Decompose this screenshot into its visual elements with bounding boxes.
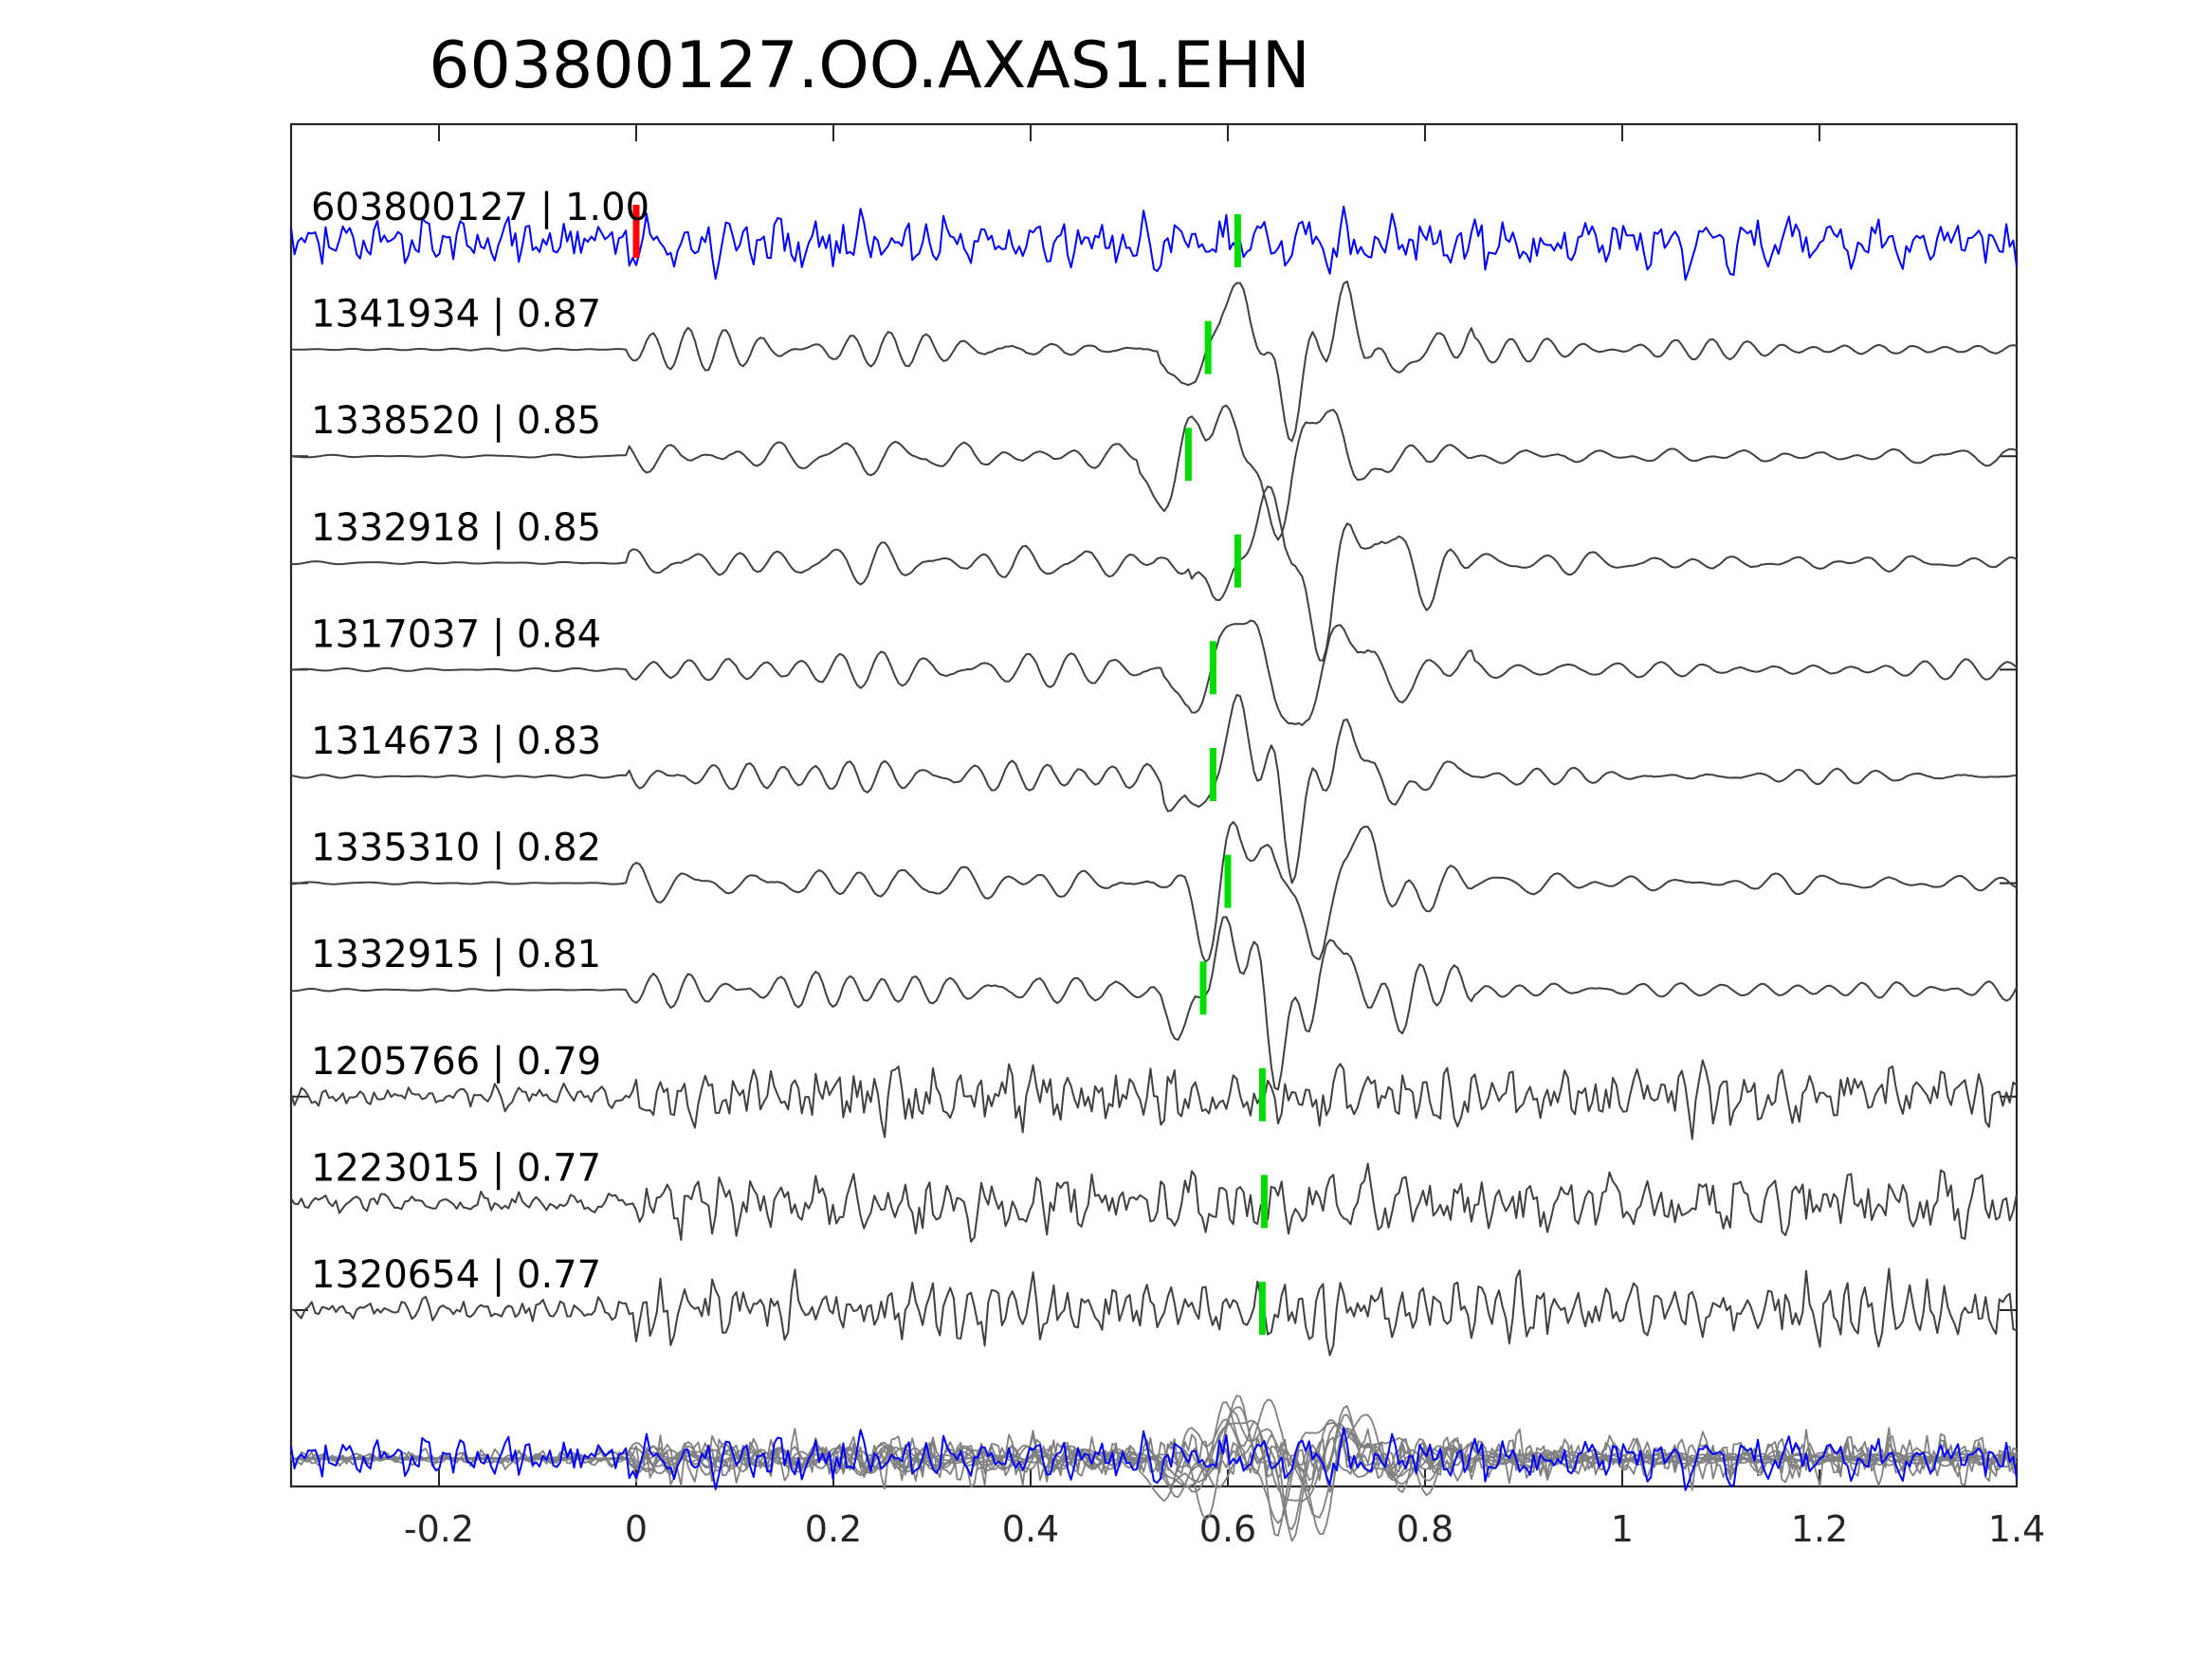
stacked-trace-1341934 bbox=[291, 1405, 2018, 1531]
stacked-trace-603800127 bbox=[290, 1427, 2018, 1491]
waveform-trace-1332918 bbox=[290, 485, 2018, 662]
x-tick-label: 1.2 bbox=[1791, 1508, 1848, 1550]
x-axis: -0.2 0 0.2 0.4 0.6 0.8 1 1.2 1.4 bbox=[404, 124, 2045, 1550]
x-tick-label: 0.4 bbox=[1002, 1508, 1059, 1550]
waveform-traces bbox=[290, 205, 2018, 1357]
x-tick-label: 0.2 bbox=[805, 1508, 862, 1550]
waveform-trace-1205766 bbox=[290, 1059, 2018, 1140]
chart-title: 603800127.OO.AXAS1.EHN bbox=[429, 28, 1310, 103]
trace-label: 1335310 | 0.82 bbox=[311, 827, 601, 870]
trace-label: 1317037 | 0.84 bbox=[311, 612, 601, 656]
trace-label: 1341934 | 0.87 bbox=[311, 293, 601, 337]
x-tick-label: 0 bbox=[625, 1508, 648, 1550]
x-tick-label: 0.6 bbox=[1199, 1508, 1256, 1550]
waveform-trace-1317037 bbox=[290, 619, 2018, 726]
waveform-trace-603800127 bbox=[290, 205, 2018, 282]
x-tick-label: 1 bbox=[1611, 1508, 1634, 1550]
x-tick-label: -0.2 bbox=[404, 1508, 474, 1550]
trace-labels: 603800127 | 1.00 1341934 | 0.87 1338520 | … bbox=[311, 186, 649, 1297]
x-tick-label: 0.8 bbox=[1397, 1508, 1453, 1550]
waveform-trace-1314673 bbox=[290, 694, 2018, 884]
waveform-trace-1341934 bbox=[290, 280, 2018, 443]
plot-area-frame bbox=[289, 122, 2019, 1488]
trace-label: 1314673 | 0.83 bbox=[311, 720, 601, 763]
waveform-trace-1338520 bbox=[290, 404, 2018, 541]
trace-label: 1332918 | 0.85 bbox=[311, 506, 601, 550]
x-tick-label: 1.4 bbox=[1988, 1508, 2045, 1550]
phase-picks bbox=[632, 205, 1268, 1335]
stacked-overlay-traces bbox=[290, 1395, 2018, 1542]
trace-label: 1223015 | 0.77 bbox=[311, 1146, 601, 1190]
waveform-trace-1223015 bbox=[290, 1162, 2018, 1243]
trace-label: 1320654 | 0.77 bbox=[311, 1253, 601, 1297]
stacked-trace-1314673 bbox=[290, 1395, 2018, 1542]
waveform-trace-1320654 bbox=[291, 1267, 2018, 1357]
trace-label: 1332915 | 0.81 bbox=[311, 933, 601, 976]
trace-label: 1205766 | 0.79 bbox=[311, 1040, 601, 1084]
stacked-trace-1335310 bbox=[290, 1410, 2018, 1521]
waveform-trace-1335310 bbox=[290, 821, 2018, 963]
waveform-trace-1332915 bbox=[290, 916, 2018, 1091]
trace-label: 1338520 | 0.85 bbox=[311, 399, 601, 443]
stacked-trace-1332918 bbox=[290, 1398, 2018, 1535]
trace-label: 603800127 | 1.00 bbox=[311, 186, 649, 229]
